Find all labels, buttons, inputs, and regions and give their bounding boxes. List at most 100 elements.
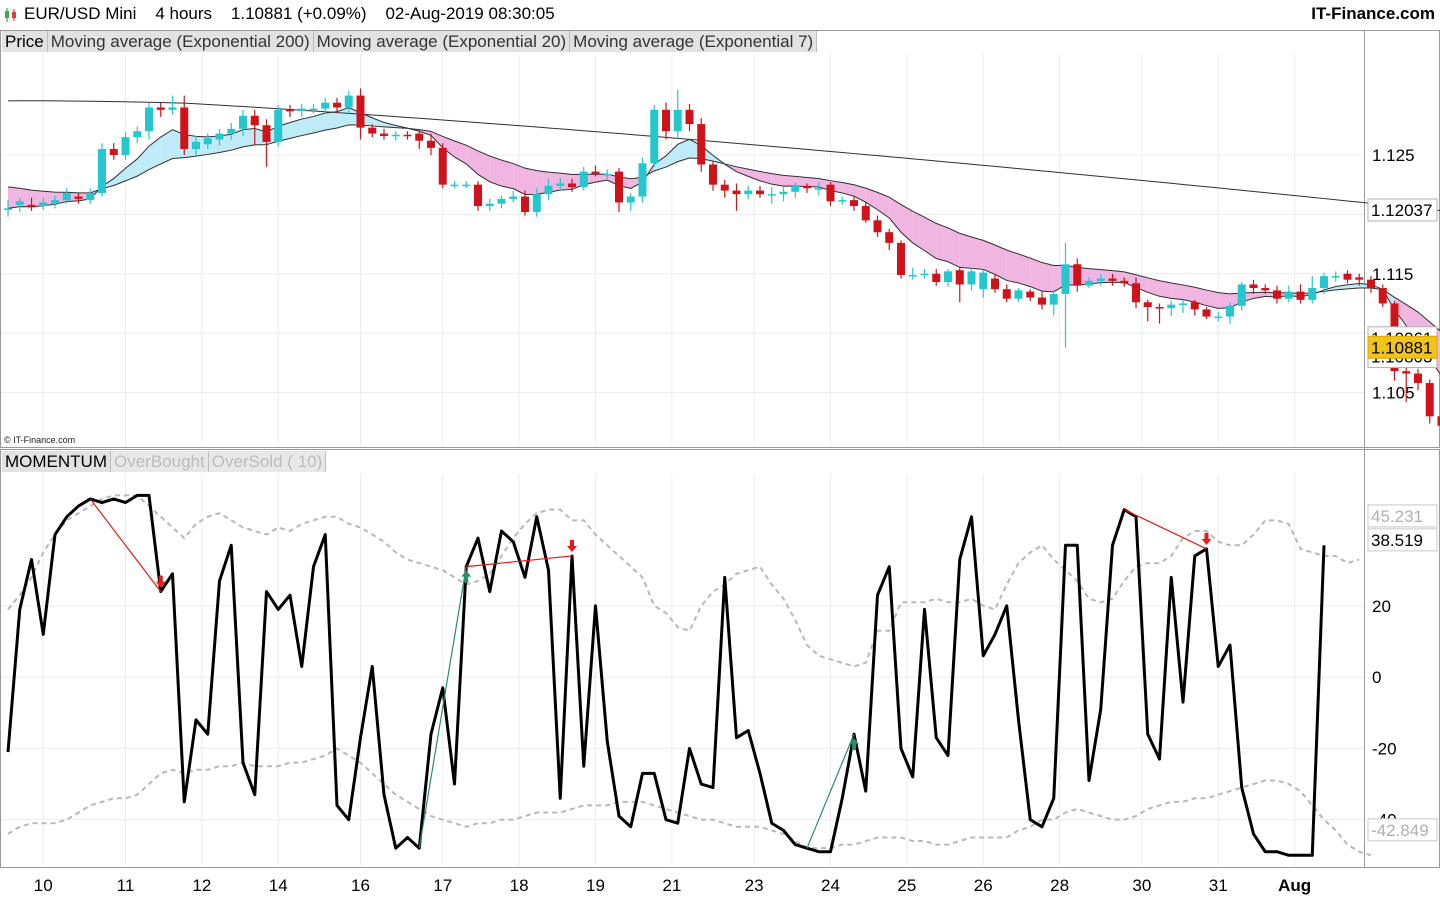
candle-body [673, 109, 682, 132]
x-axis-label: 16 [351, 876, 370, 895]
legend-ema20[interactable]: Moving average (Exponential 20) [313, 31, 571, 52]
candle-body [180, 107, 189, 150]
ema-band-segment [137, 146, 149, 177]
candle-body [591, 171, 600, 174]
ema-band-segment [384, 122, 396, 128]
ema-band-segment [243, 128, 255, 147]
candle-body [62, 192, 71, 201]
oversold-line [7, 747, 1372, 857]
candle-body [1038, 297, 1046, 305]
price-panel-frame [0, 30, 1440, 448]
candle-body [474, 184, 482, 207]
legend-momentum[interactable]: MOMENTUM [2, 451, 111, 472]
candle-body [145, 107, 153, 132]
brand-label: IT-Finance.com [1311, 4, 1435, 23]
candle-body [1120, 280, 1129, 284]
ema-band-segment [113, 168, 126, 186]
ema7-line [7, 107, 1440, 375]
price-legend: Price Moving average (Exponential 200) M… [2, 31, 818, 52]
legend-price[interactable]: Price [2, 31, 48, 52]
divergence-line-down [89, 498, 162, 592]
candle-body [286, 109, 294, 112]
candle-body [497, 198, 506, 204]
legend-overbought[interactable]: OverBought [110, 451, 209, 472]
candle-body [626, 196, 635, 203]
candle-body [438, 147, 447, 185]
legend-ema200[interactable]: Moving average (Exponential 200) [47, 31, 314, 52]
divergence-line-down [1123, 509, 1207, 550]
candle-body [544, 185, 553, 195]
candle-body [380, 133, 388, 136]
legend-oversold[interactable]: OverSold ( 10) [208, 451, 327, 472]
candle-body [27, 204, 36, 208]
candle-body [638, 163, 647, 197]
candle-body [133, 131, 142, 138]
overbought-value-label-box [1367, 504, 1438, 528]
candle-body [1414, 373, 1422, 384]
candle-body [873, 220, 882, 233]
momentum-line [6, 493, 1326, 857]
candle-body [1132, 283, 1140, 303]
candle-body [1273, 290, 1281, 299]
ema-band-segment [149, 137, 161, 170]
candle-body [1331, 276, 1340, 278]
ema-band-segment [160, 129, 173, 164]
candle-body [203, 138, 212, 145]
last-price-label-box [1367, 335, 1438, 359]
ema-band-segment [1218, 292, 1230, 309]
candle-body [1167, 304, 1176, 309]
candle-body [920, 273, 929, 276]
candle-body [1367, 279, 1375, 289]
legend-ema7[interactable]: Moving average (Exponential 7) [570, 31, 818, 52]
candle-body [932, 273, 941, 283]
ema200-value-label: 1.12037 [1371, 201, 1432, 220]
x-axis-label: 21 [662, 876, 681, 895]
ema-band-segment [1018, 253, 1031, 287]
candle-body [908, 274, 917, 277]
candle-body [74, 196, 83, 199]
candle-body [1026, 291, 1035, 298]
candle-body [427, 140, 435, 148]
candle-body [1378, 288, 1387, 304]
candle-body [720, 184, 729, 191]
candle-body [121, 137, 130, 155]
candlestick-chart-icon [5, 8, 16, 22]
ema-band-segment [924, 217, 937, 259]
signal-arrow-up-icon [849, 738, 859, 751]
ema200-line [7, 100, 1440, 212]
candle-body [51, 200, 59, 204]
candle-body [215, 133, 224, 140]
ema-band-segment [325, 111, 337, 131]
ema-band-segment [865, 188, 878, 210]
ema-band-segment [971, 236, 984, 270]
ema-band-segment [1159, 280, 1172, 299]
candle-body [274, 109, 283, 142]
candle-body [944, 271, 952, 283]
candle-body [650, 109, 659, 164]
candle-body [1237, 284, 1246, 306]
ema-band-segment [901, 204, 913, 243]
candle-body [109, 149, 118, 155]
candle-body [344, 95, 353, 108]
ema-band-segment [372, 117, 384, 127]
candle-body [227, 128, 236, 134]
ema-band-segment [125, 158, 138, 181]
oversold-value-label-box [1367, 818, 1438, 842]
ema-band-segment [1042, 262, 1054, 292]
candle-body [309, 108, 318, 111]
candle-body [403, 134, 412, 137]
ema-band-segment [983, 240, 995, 275]
ema-band-segment [1030, 258, 1042, 292]
ema-band-segment [1206, 290, 1219, 309]
ema-band-segment [560, 173, 572, 191]
candle-body [744, 190, 753, 195]
candle-body [756, 190, 764, 195]
candle-body [1226, 305, 1234, 317]
ema-band-segment [478, 150, 490, 182]
candle-body [1002, 289, 1011, 299]
price-tick-label: 1.115 [1372, 265, 1413, 284]
overbought-value-label: 45.231 [1371, 507, 1423, 526]
candle-body [86, 192, 95, 201]
oversold-value-label: -42.849 [1371, 821, 1429, 840]
ema20-line [7, 124, 1440, 332]
